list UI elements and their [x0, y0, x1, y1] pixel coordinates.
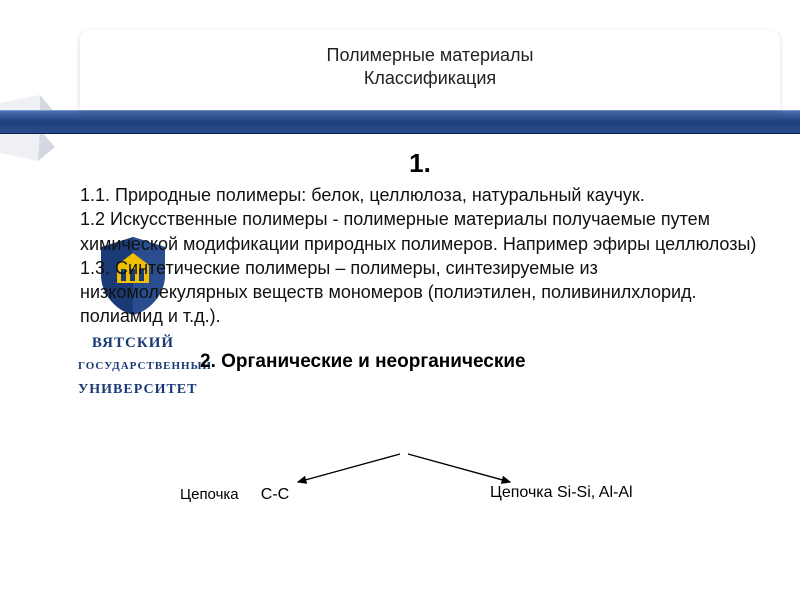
section-2-heading: 2. Органические и неорганические [200, 351, 760, 373]
main-content: 1. 1.1. Природные полимеры: белок, целлю… [80, 148, 760, 373]
title-line-1: Полимерные материалы [80, 44, 780, 67]
item-1-3: 1.3. Синтетические полимеры – полимеры, … [80, 256, 760, 329]
item-1-1: 1.1. Природные полимеры: белок, целлюлоз… [80, 183, 760, 207]
logo-text-3: УНИВЕРСИТЕТ [78, 377, 188, 402]
chain-left-label: Цепочка [180, 486, 239, 503]
branch-arrows [180, 428, 740, 528]
header-stripe [0, 110, 800, 134]
section-1-number: 1. [80, 148, 760, 179]
item-1-2: 1.2 Искусственные полимеры - полимерные … [80, 207, 760, 256]
section-2-number: 2 [200, 351, 211, 372]
header-card: Полимерные материалы Классификация [80, 30, 780, 110]
chain-left: Цепочка C-C [180, 486, 289, 504]
title-line-2: Классификация [80, 67, 780, 90]
chain-right: Цепочка Si-Si, Al-Al [490, 484, 633, 502]
chain-left-value: C-C [261, 486, 289, 503]
section-2-title: . Органические и неорганические [211, 351, 526, 372]
